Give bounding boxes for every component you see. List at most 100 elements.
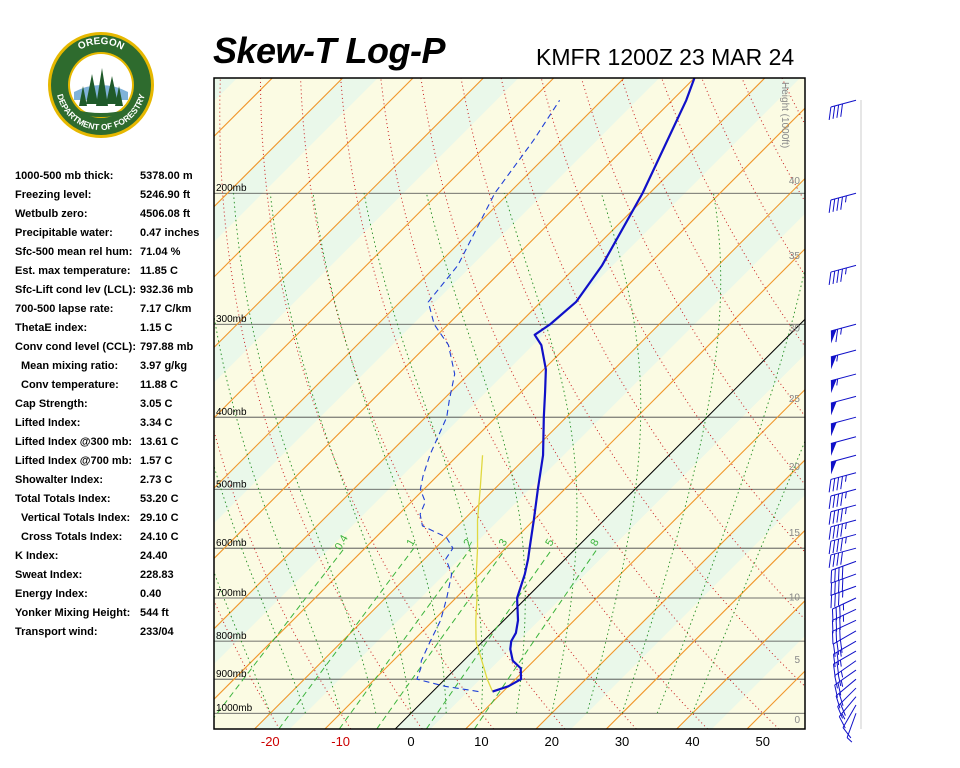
isotherm-line	[214, 78, 274, 138]
stat-label: Total Totals Index:	[15, 493, 111, 505]
wind-barb-full	[828, 479, 832, 493]
stat-label: Yonker Mixing Height:	[15, 607, 131, 619]
wind-barb	[830, 585, 857, 609]
tree-icon	[79, 68, 123, 106]
wind-barb	[828, 533, 857, 555]
moist-adiabat	[312, 193, 447, 714]
wind-barb	[828, 519, 857, 540]
stat-row: Cross Totals Index: 24.10 C	[15, 531, 215, 550]
wind-barb-full	[832, 540, 836, 554]
x-tick-label: -10	[331, 734, 350, 749]
wind-barb-full	[840, 268, 843, 282]
isotherm-line	[817, 0, 960, 729]
zero-isotherm	[394, 318, 805, 729]
moist-adiabat	[214, 464, 306, 714]
pressure-label: 400mb	[216, 407, 247, 418]
temperature-band	[817, 0, 960, 729]
stat-value: 5246.90 ft	[140, 189, 191, 201]
dry-adiabat	[848, 0, 960, 729]
x-tick-label: 50	[756, 734, 770, 749]
wind-barb-full	[835, 329, 839, 343]
dewpoint-line	[416, 99, 561, 693]
wind-barb-half	[844, 267, 847, 275]
temperature-band	[0, 0, 698, 729]
height-tick-label: 0	[794, 715, 800, 726]
mixing-ratio-line	[473, 547, 599, 729]
stat-value: 11.85 C	[140, 265, 178, 277]
stat-value: 1.15 C	[140, 322, 173, 334]
isotherm-line	[214, 78, 414, 278]
wind-barb-half	[846, 737, 853, 743]
mixing-ratio-label: 5	[543, 537, 556, 548]
wind-barb-staff	[838, 696, 857, 717]
wind-barb	[828, 488, 857, 509]
wind-barb-full	[837, 673, 842, 687]
wind-barb-full	[835, 695, 841, 709]
stat-row: Yonker Mixing Height: 544 ft	[15, 607, 215, 626]
chart-title: Skew-T Log-P	[213, 30, 446, 71]
isotherm-line	[535, 459, 805, 729]
wind-barb-full	[832, 525, 836, 539]
stat-value: 0.40	[140, 588, 162, 600]
stat-label: Energy Index:	[15, 588, 88, 600]
moist-adiabat	[269, 193, 412, 714]
stat-row: Transport wind: 233/04	[15, 626, 215, 645]
moist-adiabat	[503, 193, 578, 714]
wind-barb-half	[839, 650, 842, 657]
stat-label: K Index:	[15, 550, 59, 562]
isotherm-line	[214, 107, 805, 700]
wind-barb-full	[840, 476, 843, 490]
wind-barb-full	[831, 631, 834, 645]
isotherm-line	[465, 388, 805, 729]
wind-barb-staff	[831, 573, 857, 584]
stat-label: Sfc-Lift cond lev (LCL):	[15, 284, 136, 296]
temperature-band	[214, 78, 378, 242]
wind-barb-staff	[830, 504, 857, 513]
wind-barb-half	[836, 354, 839, 362]
wind-barb-full	[832, 494, 836, 508]
stat-label: Sweat Index:	[15, 569, 83, 581]
wind-barb-full	[832, 664, 836, 678]
x-tick-label: 30	[615, 734, 629, 749]
wind-barb-staff	[830, 547, 857, 556]
stat-row: K Index: 24.40	[15, 550, 215, 569]
wind-barb-full	[831, 620, 834, 634]
pressure-label: 300mb	[216, 314, 247, 325]
wind-barb-full	[834, 684, 838, 698]
stat-value: 71.04 %	[140, 246, 181, 258]
stat-label: Wetbulb zero:	[15, 208, 88, 220]
wind-barb-staff	[830, 99, 857, 108]
height-tick-label: 35	[789, 251, 801, 262]
stat-row: Sfc-Lift cond lev (LCL): 932.36 mb	[15, 284, 215, 303]
stat-label: Transport wind:	[15, 626, 98, 638]
plot-frame	[213, 77, 806, 730]
x-tick-label: 40	[685, 734, 699, 749]
wind-barb	[830, 349, 857, 370]
wind-barb-full	[840, 492, 843, 506]
isotherm-line	[214, 78, 555, 419]
mixing-ratio-label: 2	[461, 537, 474, 548]
wind-barb-full	[828, 495, 832, 509]
wind-barb-staff	[835, 678, 857, 697]
wind-barb-full	[832, 654, 836, 668]
stat-label: Lifted Index:	[15, 417, 81, 429]
wind-barb-full	[835, 618, 838, 632]
station-time-label: KMFR 1200Z 23 MAR 24	[536, 44, 795, 70]
parcel-trace-line	[475, 455, 494, 692]
stat-label: Precipitable water:	[15, 227, 113, 239]
wind-barb-full	[840, 508, 843, 522]
wind-barb-staff	[832, 597, 857, 610]
wind-barb-full	[828, 554, 832, 568]
dry-adiabat	[88, 0, 208, 729]
wind-barb-full	[836, 477, 840, 491]
moist-adiabat	[214, 570, 271, 714]
wind-barb	[832, 630, 857, 657]
wind-barb	[828, 192, 857, 213]
wind-barb-full	[837, 592, 840, 606]
moist-adiabat	[656, 266, 805, 714]
wind-barb-full	[841, 578, 844, 592]
wind-barb-full	[831, 608, 834, 622]
temperature-band	[214, 78, 519, 383]
temperature-band	[214, 78, 308, 172]
wind-barb-full	[840, 523, 843, 537]
